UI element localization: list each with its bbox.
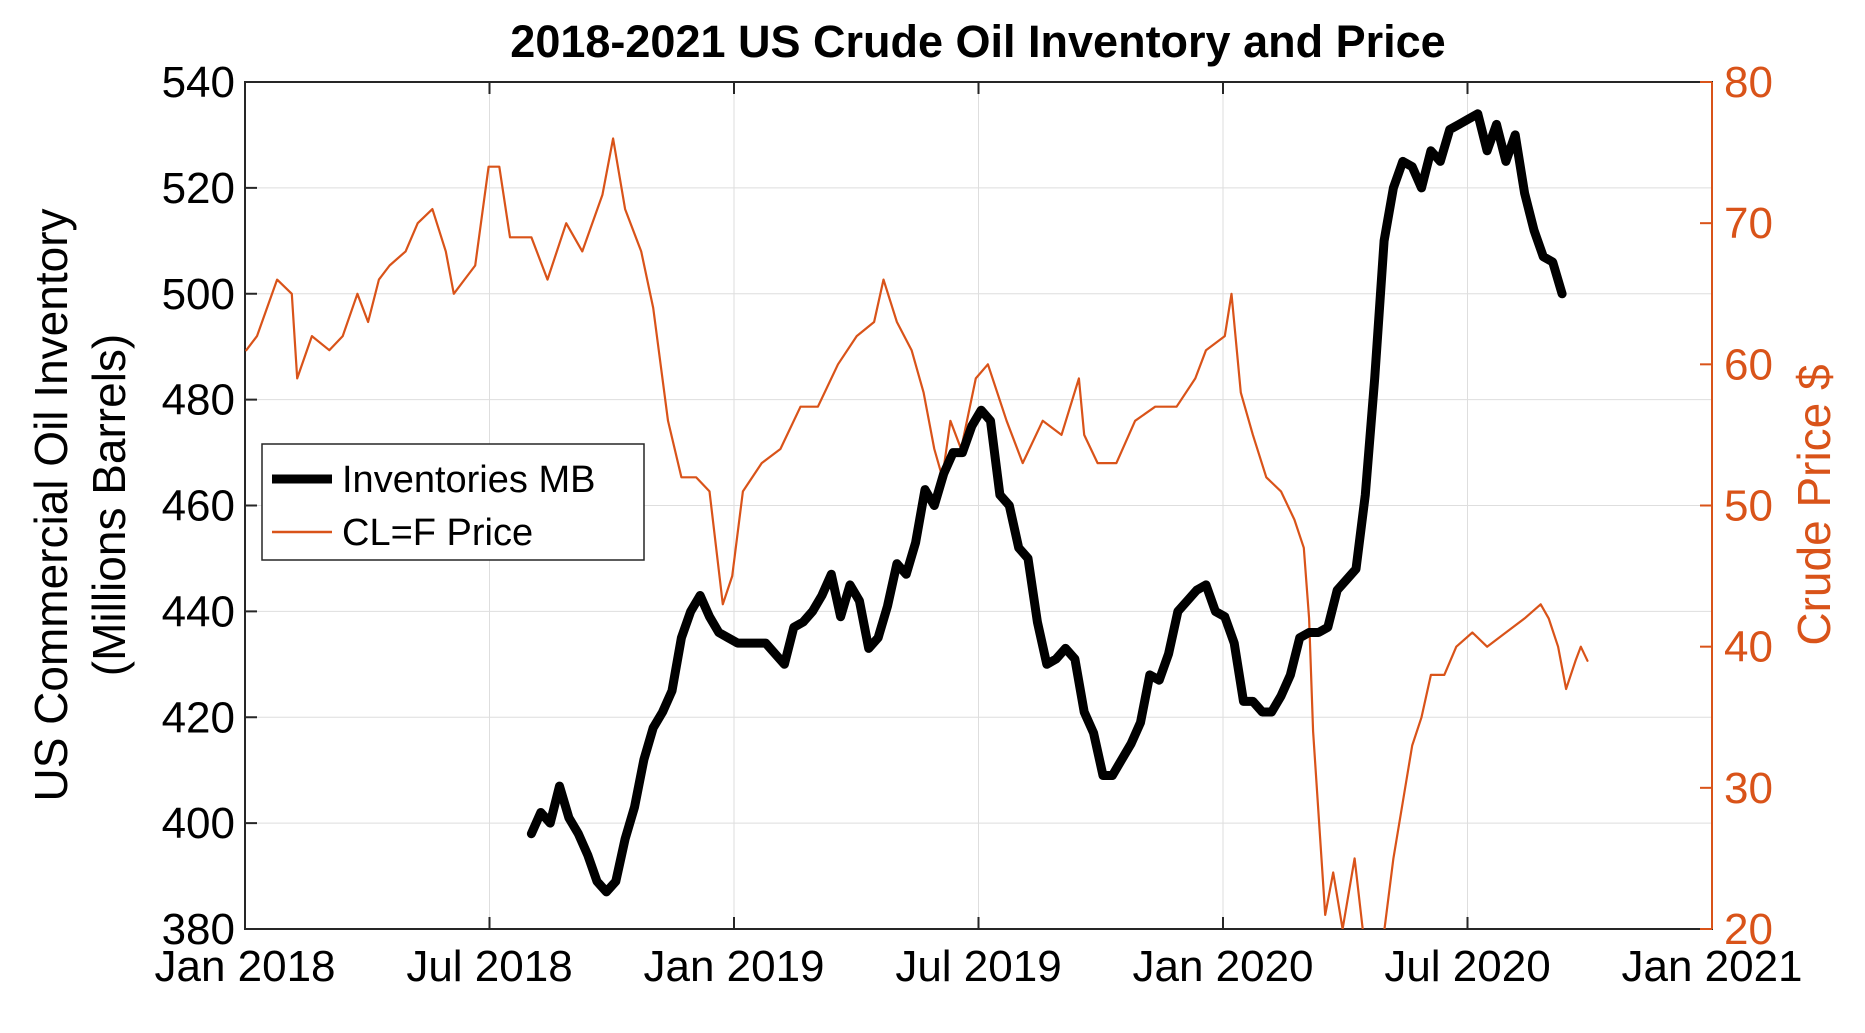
y-left-tick-label: 440: [162, 587, 235, 636]
y-left-tick-label: 480: [162, 376, 235, 425]
y-right-tick-label: 70: [1724, 199, 1773, 248]
x-tick-label: Jan 2019: [643, 942, 824, 991]
legend-box: [261, 443, 645, 561]
x-tick-label: Jul 2018: [406, 942, 572, 991]
series-layer: [245, 109, 1589, 929]
y-right-tick-label: 60: [1724, 340, 1773, 389]
y-left-tick-label: 420: [162, 693, 235, 742]
y-right-axis-label: Crude Price $: [1788, 364, 1840, 645]
ticks-layer: Jan 2018 Jul 2018 Jan 2019 Jul 2019 Jan 2020…: [154, 58, 1802, 991]
y-left-tick-label: 540: [162, 58, 235, 107]
series-line-inventories: [526, 109, 1567, 897]
x-tick-label: Jan 2020: [1132, 942, 1313, 991]
y-right-tick-label: 40: [1724, 623, 1773, 672]
x-tick-label: Jul 2020: [1384, 942, 1550, 991]
y-left-tick-label: 380: [162, 905, 235, 954]
y-left-axis-label-units: (Millions Barrels): [83, 334, 135, 676]
legend-label-inventories: Inventories MB: [342, 459, 595, 501]
x-tick-label: Jan 2018: [154, 942, 335, 991]
x-tick-label: Jul 2019: [895, 942, 1061, 991]
legend: Inventories MB CL=F Price: [261, 443, 645, 561]
series-line-price: [245, 137, 1589, 929]
y-left-tick-label: 500: [162, 270, 235, 319]
y-left-tick-label: 400: [162, 799, 235, 848]
x-tick-label: Jan 2021: [1621, 942, 1802, 991]
y-left-tick-label: 520: [162, 164, 235, 213]
chart-title: 2018-2021 US Crude Oil Inventory and Pri…: [510, 16, 1445, 67]
y-right-tick-label: 80: [1724, 58, 1773, 107]
y-left-axis-label: US Commercial Oil Inventory: [25, 208, 77, 801]
y-left-tick-label: 460: [162, 482, 235, 531]
y-right-tick-label: 20: [1724, 905, 1773, 954]
y-right-tick-label: 30: [1724, 764, 1773, 813]
y-right-tick-label: 50: [1724, 482, 1773, 531]
legend-label-price: CL=F Price: [342, 512, 533, 554]
